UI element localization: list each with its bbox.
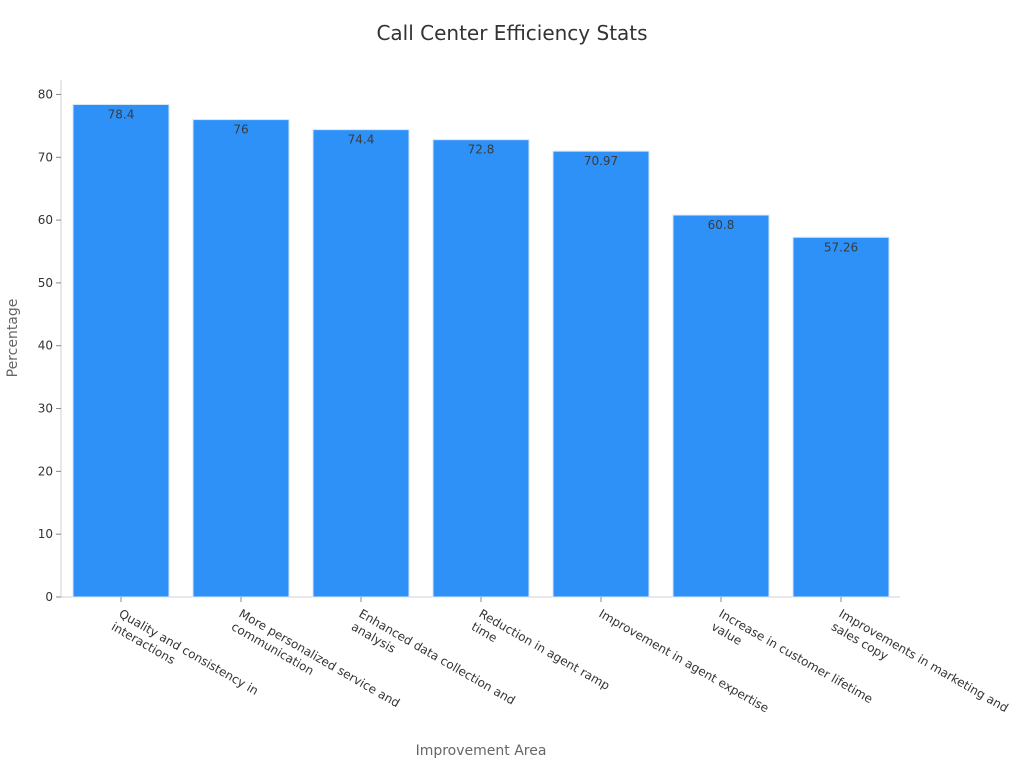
data-labels-group: 78.4 76 74.4 72.8 70.97 60.8 57.26 bbox=[108, 107, 859, 254]
y-tick-label: 80 bbox=[38, 87, 53, 101]
x-tick-label-line: Reduction in agent ramp bbox=[477, 606, 613, 692]
data-label: 57.26 bbox=[824, 240, 858, 254]
bar bbox=[192, 119, 290, 598]
x-tick-label: Improvements in marketing andsales copy bbox=[829, 606, 1011, 728]
data-label: 76 bbox=[233, 123, 248, 137]
y-tick-label: 30 bbox=[38, 402, 53, 416]
bar bbox=[792, 236, 890, 598]
y-axis-ticks: 0 10 20 30 40 50 60 70 80 bbox=[38, 87, 61, 604]
y-tick-label: 60 bbox=[38, 213, 53, 227]
x-axis-title: Improvement Area bbox=[416, 743, 547, 759]
bar bbox=[552, 150, 650, 598]
bars-group bbox=[72, 103, 890, 598]
bar bbox=[72, 103, 170, 598]
data-label: 74.4 bbox=[348, 133, 375, 147]
data-label: 70.97 bbox=[584, 154, 618, 168]
y-tick-label: 70 bbox=[38, 150, 53, 164]
y-axis-title: Percentage bbox=[5, 299, 21, 378]
data-label: 60.8 bbox=[708, 218, 735, 232]
bar bbox=[672, 214, 770, 598]
bar bbox=[432, 139, 530, 598]
bar bbox=[312, 129, 410, 598]
y-tick-label: 40 bbox=[38, 339, 53, 353]
data-label: 78.4 bbox=[108, 107, 135, 121]
y-tick-label: 50 bbox=[38, 276, 53, 290]
y-tick-label: 20 bbox=[38, 464, 53, 478]
chart-title: Call Center Efficiency Stats bbox=[376, 21, 647, 45]
data-label: 72.8 bbox=[468, 143, 495, 157]
y-tick-label: 0 bbox=[45, 590, 53, 604]
x-axis-ticks: Quality and consistency ininteractions Mo… bbox=[109, 597, 1011, 728]
y-tick-label: 10 bbox=[38, 527, 53, 541]
